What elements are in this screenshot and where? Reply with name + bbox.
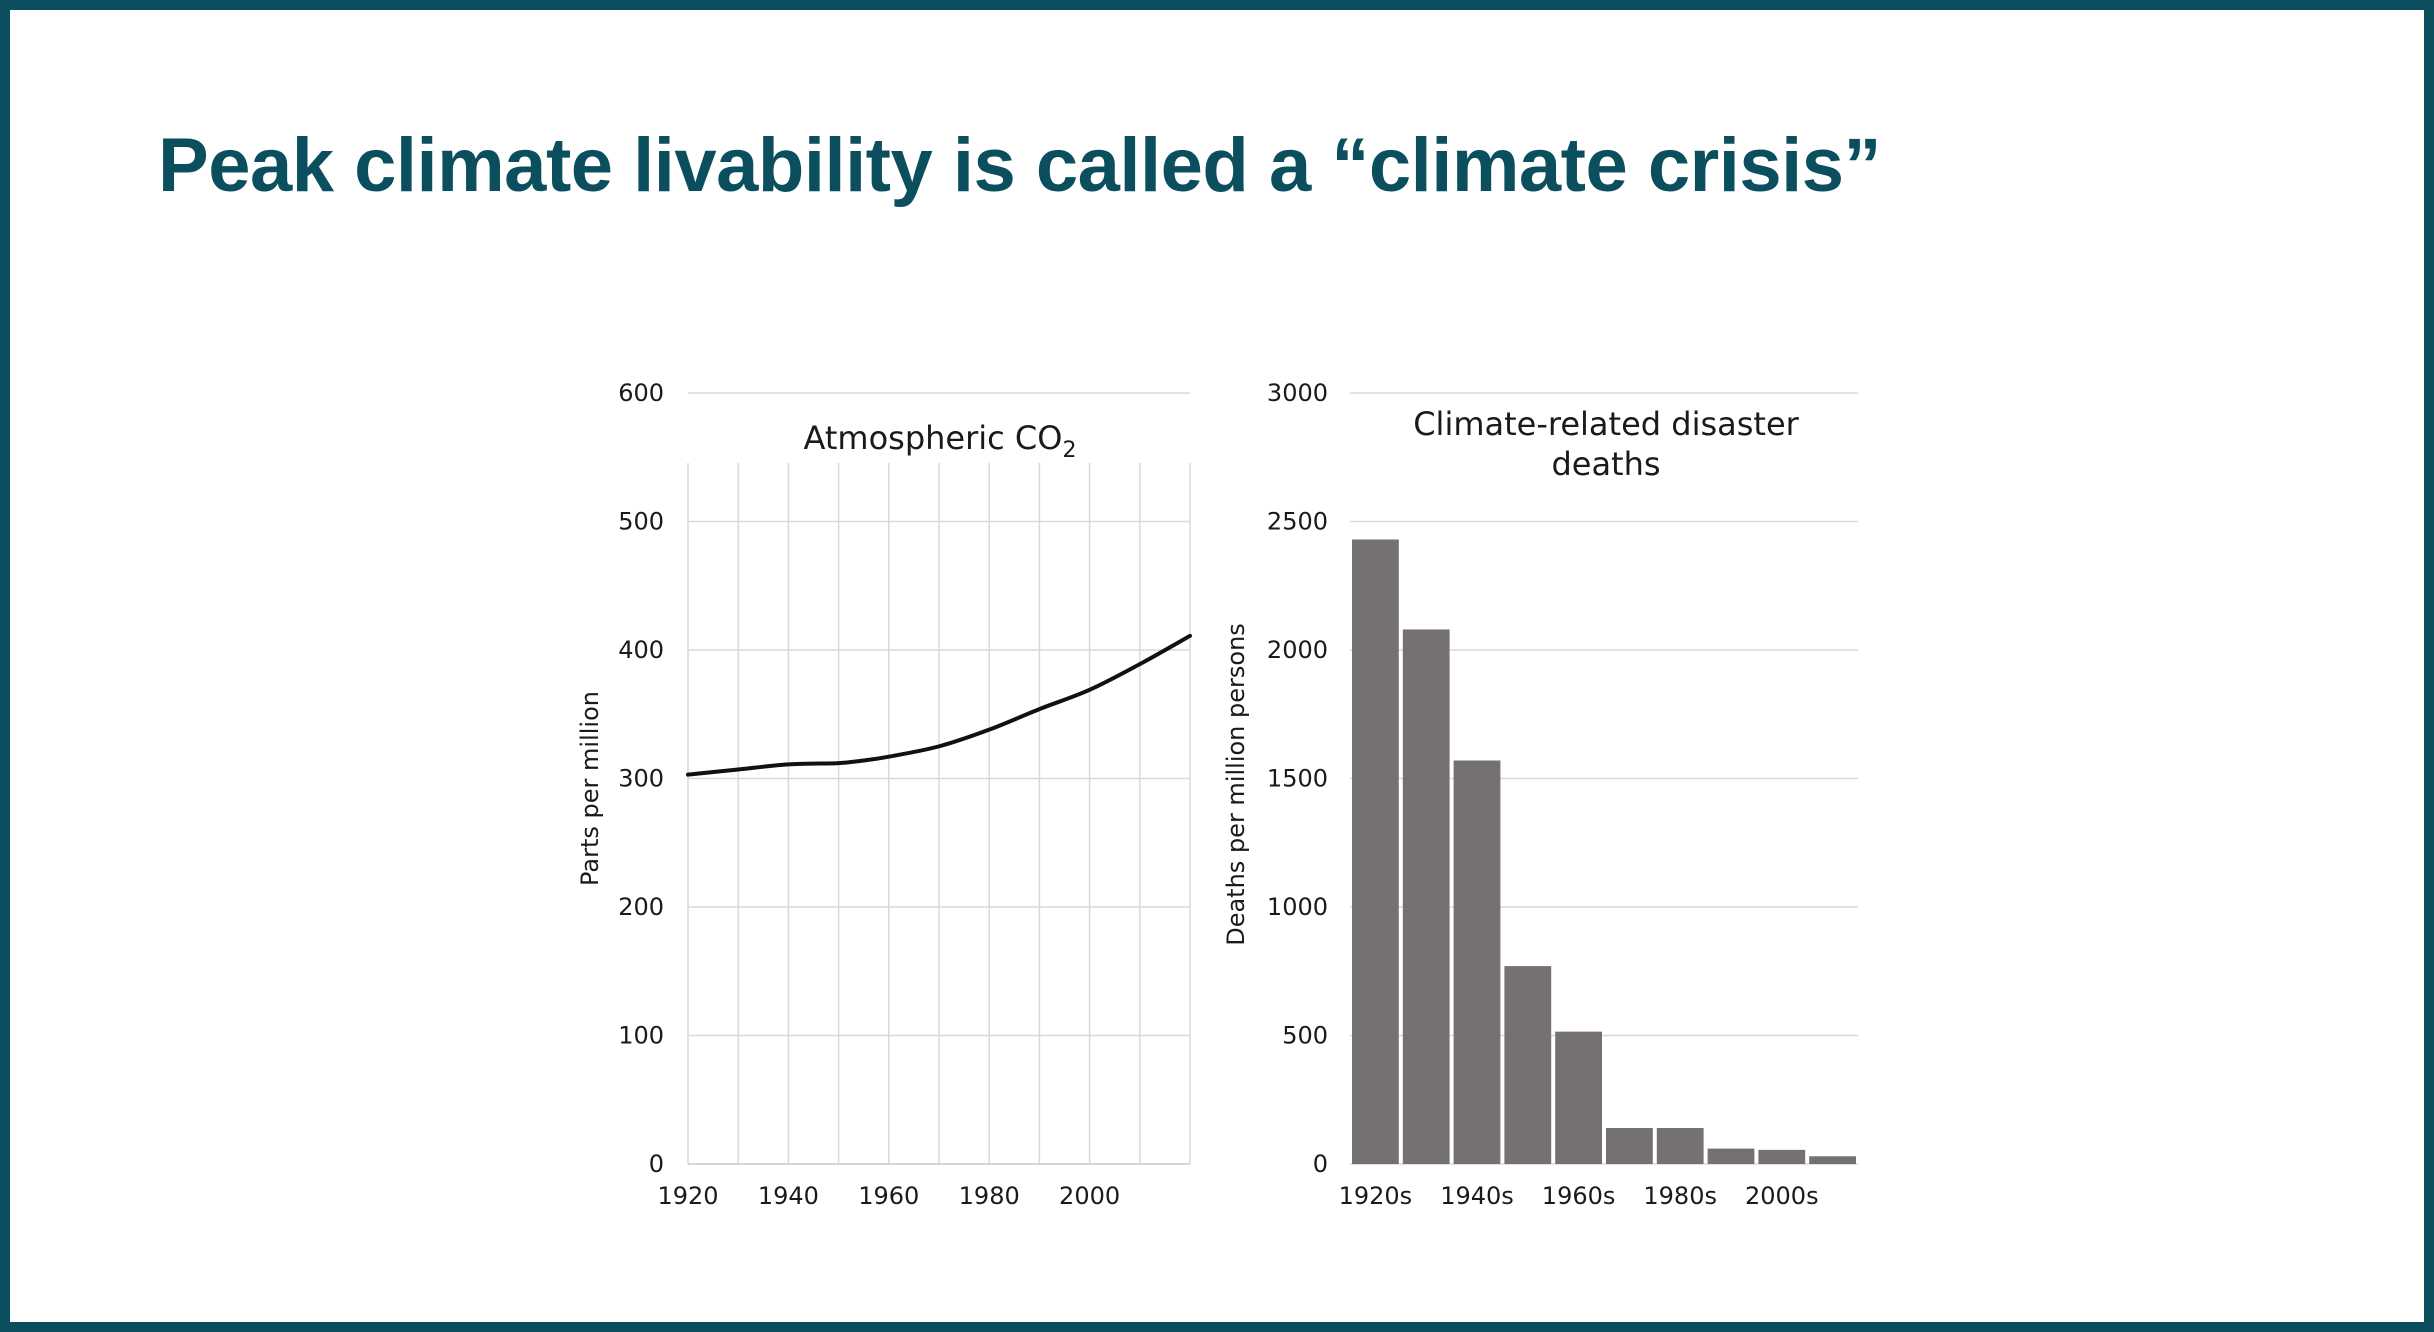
deaths-y-axis-label: Deaths per million persons <box>1222 623 1250 946</box>
co2-x-tick-label: 1960 <box>858 1182 919 1210</box>
co2-x-tick-label: 1940 <box>758 1182 819 1210</box>
deaths-bar-2010s <box>1809 1156 1856 1164</box>
disaster-deaths-bar-chart: 0 500 1000 1500 2000 2500 3000 Deaths per milli… <box>1222 379 1858 1210</box>
deaths-y-tick-label: 2500 <box>1267 508 1328 536</box>
deaths-y-tick-label: 500 <box>1282 1022 1328 1050</box>
deaths-y-tick-label: 0 <box>1313 1150 1328 1178</box>
co2-y-tick-label: 400 <box>618 636 664 664</box>
co2-y-tick-label: 200 <box>618 893 664 921</box>
deaths-bar-1940s <box>1453 760 1501 1164</box>
co2-y-axis-label: Parts per million <box>576 691 604 886</box>
co2-line-chart: 0 100 200 300 400 500 600 1920 1940 1960 1980 2000 P… <box>576 379 1192 1210</box>
co2-x-tick-label: 1920 <box>657 1182 718 1210</box>
co2-y-tick-label: 500 <box>618 508 664 536</box>
co2-y-tick-label: 0 <box>649 1150 664 1178</box>
co2-chart-title-subscript: 2 <box>1062 438 1076 463</box>
co2-chart-title: Atmospheric CO2 <box>804 419 1077 463</box>
deaths-bar-1980s <box>1656 1128 1704 1164</box>
deaths-bar-1970s <box>1606 1128 1653 1164</box>
co2-y-tick-label: 100 <box>618 1022 664 1050</box>
co2-y-tick-label: 300 <box>618 765 664 793</box>
deaths-x-tick-label: 1980s <box>1643 1182 1717 1210</box>
deaths-bar-1960s <box>1555 1031 1602 1164</box>
co2-x-tick-label: 1980 <box>959 1182 1020 1210</box>
deaths-y-tick-label: 1000 <box>1267 893 1328 921</box>
co2-x-tick-label: 2000 <box>1059 1182 1120 1210</box>
deaths-chart-title-line2: deaths <box>1551 445 1660 483</box>
co2-series-line <box>686 633 1192 777</box>
deaths-chart-title-line1: Climate-related disaster <box>1413 405 1799 443</box>
deaths-x-tick-label: 1940s <box>1440 1182 1514 1210</box>
deaths-bar-1920s <box>1352 539 1399 1164</box>
slide-title: Peak climate livability is called a “cli… <box>158 123 1881 208</box>
deaths-bar-1930s <box>1402 629 1450 1164</box>
deaths-x-tick-label: 1920s <box>1339 1182 1413 1210</box>
deaths-bar-2000s <box>1758 1149 1806 1164</box>
deaths-y-tick-label: 2000 <box>1267 636 1328 664</box>
deaths-bar-1950s <box>1504 966 1552 1164</box>
deaths-y-tick-label: 3000 <box>1267 379 1328 407</box>
co2-chart-title-text: Atmospheric CO <box>804 419 1063 457</box>
deaths-bar-1990s <box>1707 1148 1755 1164</box>
deaths-x-tick-label: 2000s <box>1745 1182 1819 1210</box>
deaths-y-tick-label: 1500 <box>1267 765 1328 793</box>
co2-y-tick-label: 600 <box>618 379 664 407</box>
deaths-x-tick-label: 1960s <box>1542 1182 1616 1210</box>
